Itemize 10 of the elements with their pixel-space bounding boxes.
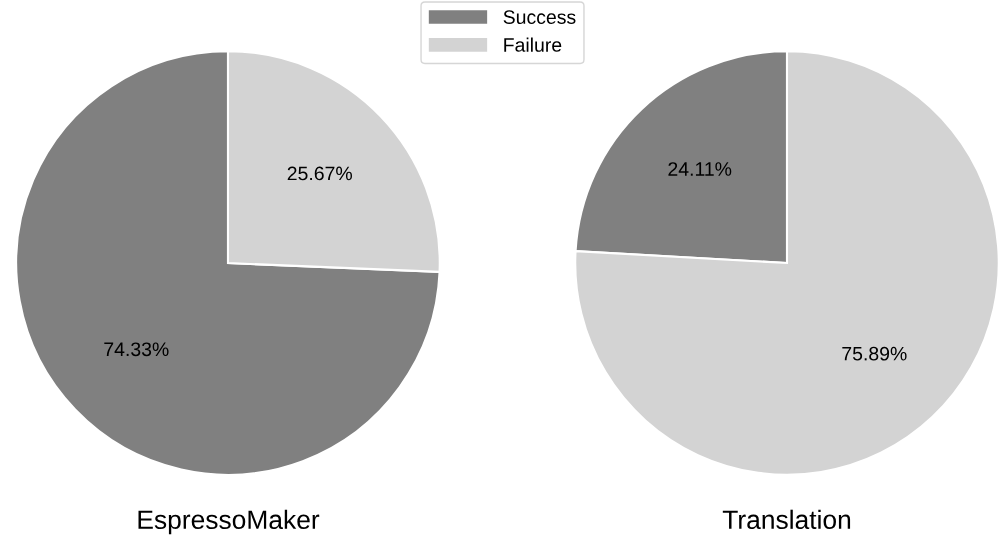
pie-slice xyxy=(15,50,441,476)
legend-label: Failure xyxy=(504,37,562,52)
text: EspressoMaker xyxy=(138,509,320,535)
data-label: 74.33% xyxy=(104,342,169,357)
text: Translation xyxy=(722,509,851,530)
legend-label: Success xyxy=(503,10,576,24)
data-label: 25.67% xyxy=(287,166,352,181)
data-label: 75.89% xyxy=(842,346,907,361)
pie-slice xyxy=(574,50,1000,476)
data-label: 24.11% xyxy=(668,162,732,176)
